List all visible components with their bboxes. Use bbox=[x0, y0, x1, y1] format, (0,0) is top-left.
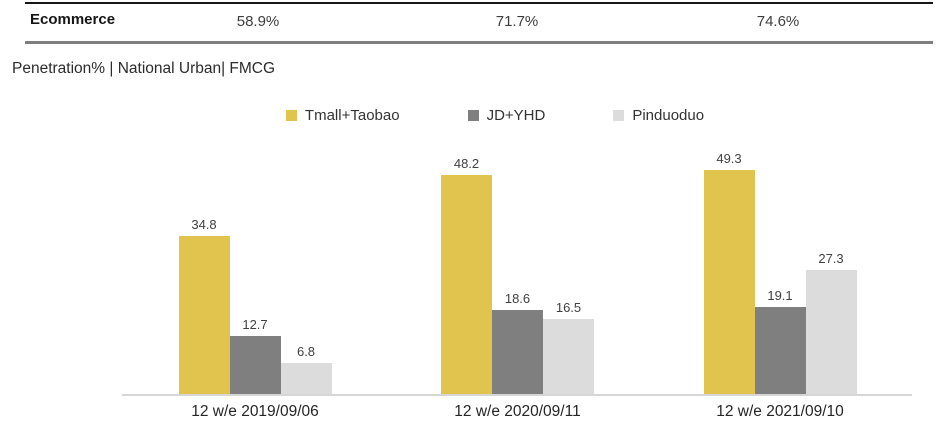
bar-pinduoduo-12-w-e-2019-09-06[interactable] bbox=[280, 363, 332, 394]
bar-jd-yhd-12-w-e-2021-09-10[interactable] bbox=[754, 307, 806, 394]
ecommerce-penetration-value-2019: 58.9% bbox=[236, 13, 280, 30]
bar-slot: 12.7 bbox=[229, 317, 281, 394]
header-bottom-divider bbox=[25, 41, 933, 44]
bar-value-label: 48.2 bbox=[453, 156, 480, 172]
legend: Tmall+Taobao JD+YHD Pinduoduo bbox=[0, 107, 940, 124]
bar-slot: 48.2 bbox=[441, 156, 492, 394]
ecommerce-row-label: Ecommerce bbox=[30, 11, 116, 28]
x-axis-line bbox=[122, 394, 912, 396]
bar-value-label: 12.7 bbox=[242, 317, 268, 333]
chart-title: Penetration% | National Urban| FMCG bbox=[12, 60, 276, 77]
legend-swatch-jd-yhd bbox=[467, 110, 479, 121]
legend-label: Pinduoduo bbox=[632, 107, 705, 124]
legend-label: Tmall+Taobao bbox=[304, 107, 400, 124]
bar-slot: 6.8 bbox=[280, 344, 332, 394]
bar-slot: 34.8 bbox=[178, 217, 230, 394]
bar-jd-yhd-12-w-e-2019-09-06[interactable] bbox=[229, 336, 281, 394]
legend-item-jd-yhd[interactable]: JD+YHD bbox=[467, 107, 546, 124]
legend-item-tmall-taobao[interactable]: Tmall+Taobao bbox=[285, 107, 400, 124]
bar-value-label: 16.5 bbox=[555, 300, 582, 316]
bar-value-label: 6.8 bbox=[296, 344, 316, 360]
bar-slot: 49.3 bbox=[703, 151, 755, 394]
bar-tmall-taobao-12-w-e-2021-09-10[interactable] bbox=[703, 170, 755, 394]
x-axis-label-12-w-e-2021-09-10: 12 w/e 2021/09/10 bbox=[716, 403, 844, 420]
bar-pinduoduo-12-w-e-2020-09-11[interactable] bbox=[543, 319, 594, 394]
bar-slot: 19.1 bbox=[754, 288, 806, 394]
bar-group-12-w-e-2020-09-11: 48.2 18.6 16.5 bbox=[441, 156, 594, 394]
header-top-divider bbox=[25, 2, 933, 4]
bar-pinduoduo-12-w-e-2021-09-10[interactable] bbox=[805, 270, 857, 394]
legend-swatch-pinduoduo bbox=[613, 110, 625, 121]
ecommerce-penetration-value-2020: 71.7% bbox=[495, 13, 539, 30]
legend-swatch-tmall-taobao bbox=[285, 110, 297, 121]
bar-group-12-w-e-2019-09-06: 34.8 12.7 6.8 bbox=[178, 217, 332, 394]
legend-item-pinduoduo[interactable]: Pinduoduo bbox=[613, 107, 704, 124]
bar-slot: 27.3 bbox=[805, 251, 857, 394]
legend-label: JD+YHD bbox=[486, 107, 546, 124]
bar-slot: 16.5 bbox=[543, 300, 594, 394]
bar-value-label: 34.8 bbox=[191, 217, 217, 232]
x-axis-label-12-w-e-2019-09-06: 12 w/e 2019/09/06 bbox=[191, 403, 319, 420]
bar-group-12-w-e-2021-09-10: 49.3 19.1 27.3 bbox=[703, 151, 857, 394]
x-axis-label-12-w-e-2020-09-11: 12 w/e 2020/09/11 bbox=[454, 403, 581, 420]
bar-value-label: 19.1 bbox=[767, 288, 793, 304]
bar-value-label: 49.3 bbox=[716, 151, 742, 167]
bar-value-label: 27.3 bbox=[818, 251, 844, 267]
bar-jd-yhd-12-w-e-2020-09-11[interactable] bbox=[492, 309, 543, 394]
bar-tmall-taobao-12-w-e-2020-09-11[interactable] bbox=[441, 175, 492, 394]
bar-tmall-taobao-12-w-e-2019-09-06[interactable] bbox=[178, 236, 230, 394]
ecommerce-penetration-value-2021: 74.6% bbox=[756, 13, 800, 30]
bar-value-label: 18.6 bbox=[504, 290, 531, 306]
bar-slot: 18.6 bbox=[492, 291, 543, 394]
